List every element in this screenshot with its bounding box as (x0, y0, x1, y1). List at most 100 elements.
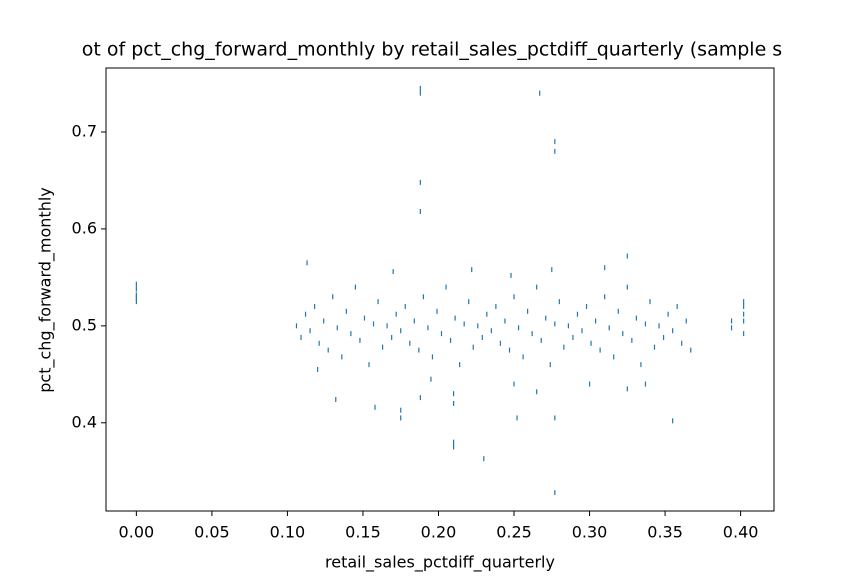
point (374, 404, 376, 410)
point (730, 325, 733, 331)
point (454, 315, 456, 321)
point (452, 444, 455, 450)
point (581, 328, 583, 334)
point (363, 315, 366, 321)
point (418, 347, 420, 353)
x-tick-label: 0.35 (647, 523, 683, 542)
point (419, 90, 421, 96)
x-tick-label: 0.30 (572, 523, 608, 542)
point (585, 303, 588, 309)
point (563, 344, 565, 350)
point (377, 299, 379, 305)
point (545, 315, 547, 321)
point (604, 265, 606, 271)
point (743, 318, 745, 324)
point (536, 389, 538, 395)
point (306, 260, 308, 266)
point (381, 344, 384, 350)
point (300, 334, 302, 340)
point (332, 294, 334, 300)
point (422, 294, 424, 300)
point (419, 395, 421, 401)
point (452, 439, 455, 445)
y-axis-label: pct_chg_forward_monthly (36, 187, 56, 393)
point (554, 321, 556, 327)
point (622, 331, 624, 337)
point (350, 331, 352, 337)
y-tick-label: 0.7 (72, 121, 97, 140)
point (440, 331, 443, 337)
point (135, 299, 137, 305)
point (510, 272, 512, 278)
x-tick-label: 0.15 (345, 523, 381, 542)
point (604, 294, 606, 300)
point (135, 292, 137, 298)
point (499, 340, 502, 346)
point (413, 318, 415, 324)
point (743, 311, 745, 317)
point (676, 303, 678, 309)
point (386, 323, 388, 329)
point (551, 267, 553, 273)
point (400, 415, 402, 421)
point (318, 340, 320, 346)
point (335, 397, 337, 403)
point (554, 148, 556, 154)
plot-frame (105, 67, 775, 512)
point (463, 321, 465, 327)
y-tick-label: 0.6 (72, 218, 97, 237)
point (341, 354, 343, 360)
point (517, 325, 520, 331)
point (599, 347, 601, 353)
point (135, 281, 137, 287)
x-tick-label: 0.20 (421, 523, 457, 542)
point (572, 334, 574, 340)
point (431, 354, 434, 360)
point (635, 315, 637, 321)
point (471, 267, 473, 273)
point (513, 294, 515, 300)
point (400, 407, 402, 413)
point (309, 328, 311, 334)
point (135, 295, 137, 301)
point (495, 303, 497, 309)
point (490, 328, 492, 334)
point (743, 331, 745, 337)
point (483, 456, 485, 462)
point (681, 340, 683, 346)
point (626, 386, 628, 392)
point (658, 323, 660, 329)
point (685, 318, 687, 324)
x-tick-label: 0.00 (119, 523, 155, 542)
point (554, 139, 556, 145)
point (504, 318, 506, 324)
x-axis-label: retail_sales_pctdiff_quarterly (325, 553, 555, 573)
point (327, 347, 329, 353)
point (430, 376, 432, 382)
point (594, 318, 597, 324)
x-tick-label: 0.25 (496, 523, 532, 542)
point (743, 303, 745, 309)
point (419, 85, 421, 91)
point (531, 331, 533, 337)
point (400, 328, 402, 334)
point (576, 311, 579, 317)
point (419, 179, 421, 185)
point (640, 362, 642, 368)
point (667, 311, 669, 317)
point (617, 308, 619, 314)
point (391, 334, 393, 340)
point (672, 418, 674, 424)
point (590, 340, 592, 346)
point (345, 308, 347, 314)
point (314, 303, 316, 309)
point (540, 337, 542, 343)
point (513, 381, 515, 387)
x-tick-label: 0.05 (194, 523, 230, 542)
point (354, 284, 357, 290)
point (672, 328, 674, 334)
point (481, 334, 483, 340)
chart-title: ot of pct_chg_forward_monthly by retail_… (82, 39, 782, 61)
